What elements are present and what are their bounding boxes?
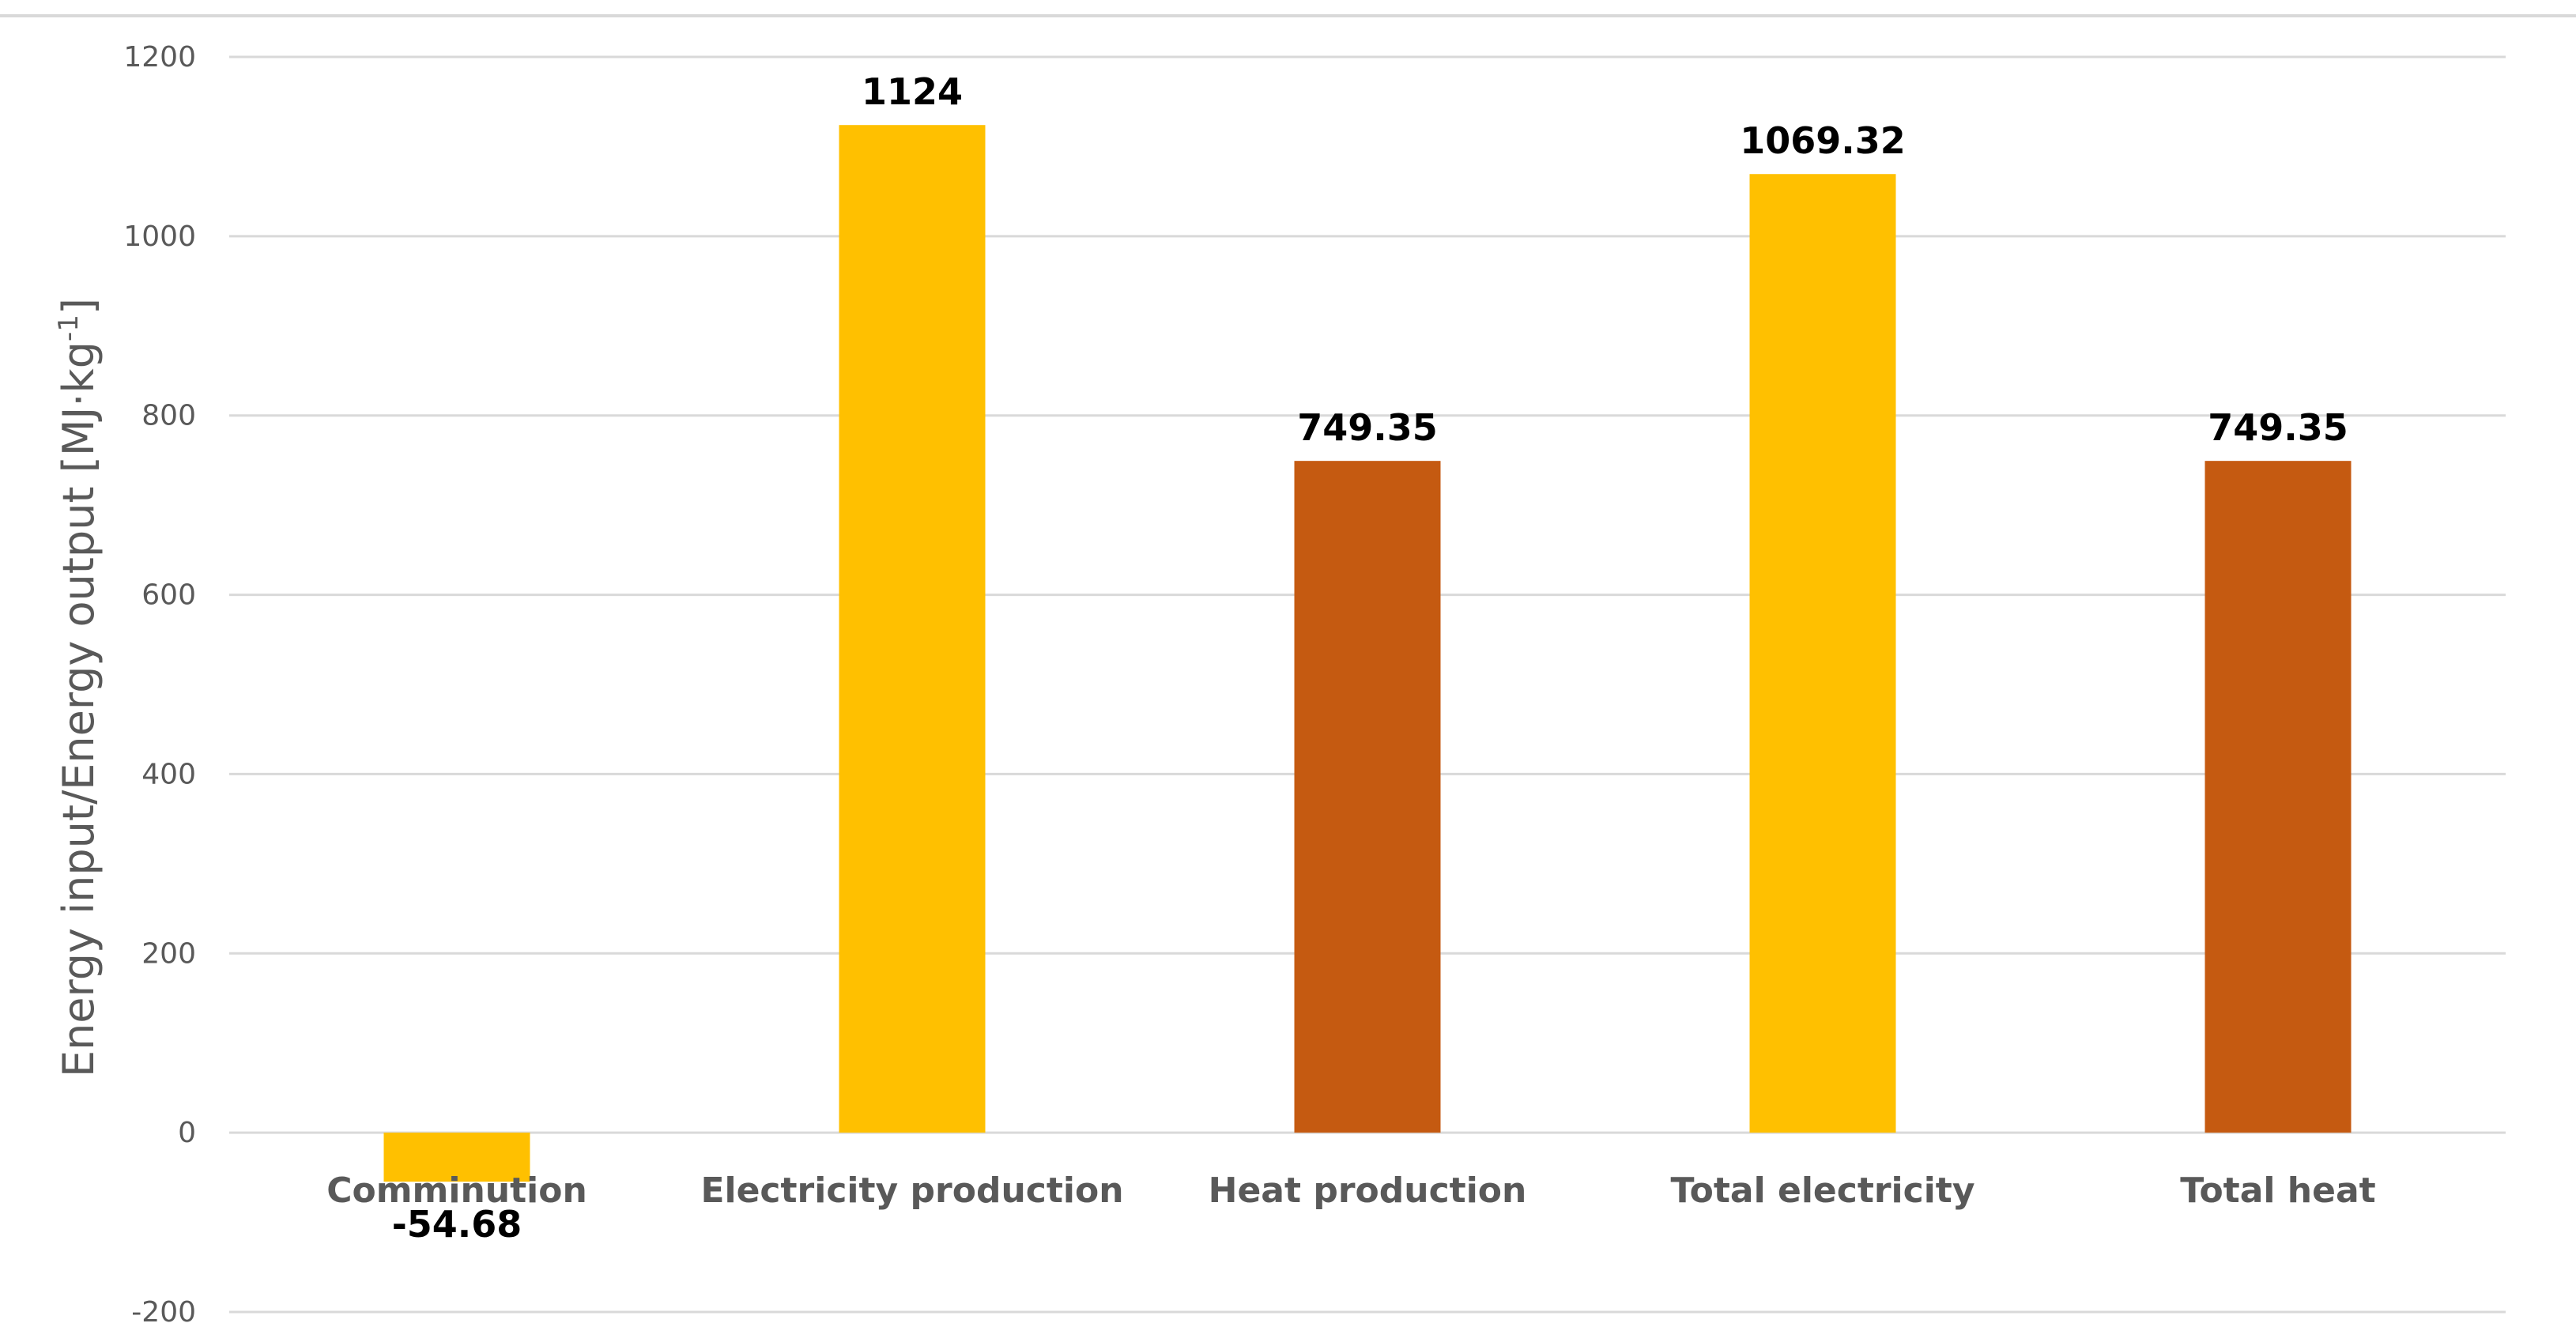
y-tick-label: 0 [178, 1117, 196, 1149]
bar-total-heat [2204, 461, 2352, 1133]
data-labels: -54.68 1124 749.35 1069.32 749.35 [392, 70, 2348, 1246]
y-axis-title-main: Energy input/Energy output [MJ·kg [54, 341, 104, 1077]
category-label: Heat production [1209, 1170, 1527, 1211]
data-label: 749.35 [1297, 406, 1438, 449]
bar-heat-production [1294, 461, 1441, 1133]
y-tick-label: 200 [141, 937, 196, 970]
y-axis-title-suffix: ] [54, 298, 104, 315]
y-axis-title: Energy input/Energy output [MJ·kg-1] [53, 298, 104, 1077]
category-label: Total electricity [1670, 1170, 1974, 1211]
category-label: Total heat [2180, 1170, 2375, 1211]
bar-comminution [383, 1133, 530, 1182]
y-tick-label: 400 [141, 758, 196, 790]
y-tick-label: 600 [141, 579, 196, 612]
y-tick-label: 1200 [123, 41, 196, 74]
bar-total-electricity [1749, 174, 1896, 1133]
data-label: 1069.32 [1740, 119, 1906, 162]
category-label: Electricity production [700, 1170, 1123, 1211]
y-tick-label: 800 [141, 400, 196, 432]
y-tick-label: 1000 [123, 221, 196, 253]
y-axis-tick-labels: -200 0 200 400 600 800 1000 1200 [123, 41, 196, 1329]
bars [383, 125, 2352, 1182]
data-label: 749.35 [2208, 406, 2348, 449]
y-axis-title-superscript: -1 [53, 315, 85, 341]
data-label: -54.68 [392, 1203, 522, 1246]
y-tick-label: -200 [131, 1296, 196, 1329]
category-label: Comminution [326, 1170, 587, 1211]
data-label: 1124 [862, 70, 963, 113]
bar-electricity-production [839, 125, 986, 1133]
category-labels: Comminution Electricity production Heat pr… [326, 1170, 2376, 1211]
